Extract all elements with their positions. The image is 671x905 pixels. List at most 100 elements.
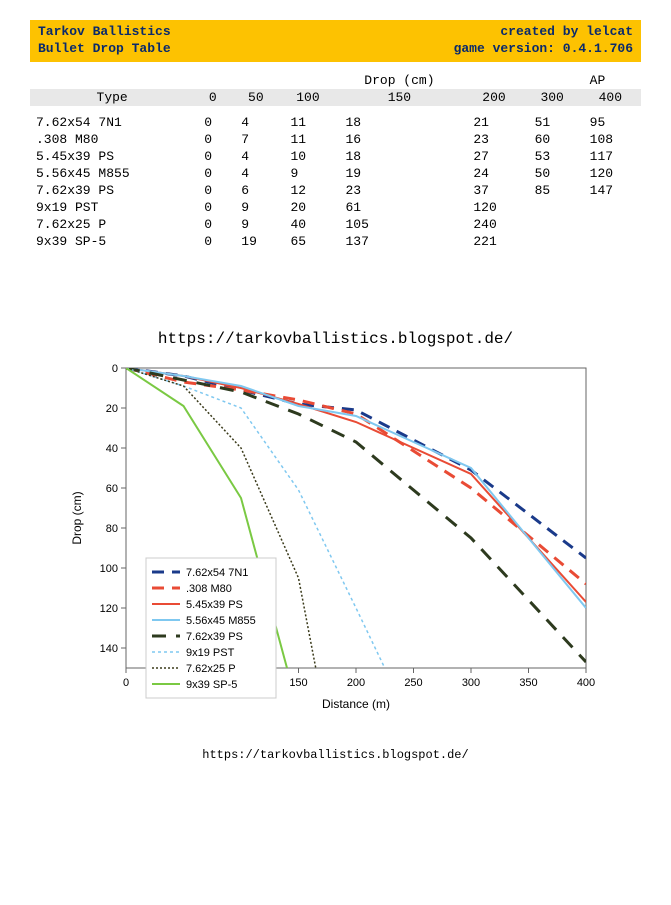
- col-type: Type: [30, 89, 194, 106]
- col-0: 0: [194, 89, 231, 106]
- table-row: 5.56x45 M855049192450120: [30, 165, 641, 182]
- header-subtitle: Bullet Drop Table: [38, 41, 171, 58]
- cell-value: 16: [335, 131, 463, 148]
- chart-legend: 7.62x54 7N1.308 M805.45x39 PS5.56x45 M85…: [146, 558, 276, 698]
- table-row: 5.45x39 PS0410182753117: [30, 148, 641, 165]
- cell-value: 24: [463, 165, 524, 182]
- cell-value: 10: [280, 148, 335, 165]
- cell-value: 50: [525, 165, 580, 182]
- header-version: game version: 0.4.1.706: [454, 41, 633, 58]
- svg-text:300: 300: [461, 677, 479, 689]
- cell-value: 65: [280, 233, 335, 250]
- svg-text:7.62x39 PS: 7.62x39 PS: [186, 631, 243, 643]
- col-200: 200: [463, 89, 524, 106]
- spacer-row: [30, 106, 641, 114]
- svg-text:9x19 PST: 9x19 PST: [186, 647, 235, 659]
- cell-value: 0: [194, 165, 231, 182]
- header-credit: created by lelcat: [500, 24, 633, 41]
- cell-value: 40: [280, 216, 335, 233]
- col-150: 150: [335, 89, 463, 106]
- cell-value: 137: [335, 233, 463, 250]
- svg-text:9x39 SP-5: 9x39 SP-5: [186, 679, 237, 691]
- cell-value: 4: [231, 165, 280, 182]
- svg-text:120: 120: [99, 603, 117, 615]
- table-row: 9x19 PST092061120: [30, 199, 641, 216]
- col-300: 300: [525, 89, 580, 106]
- svg-text:140: 140: [99, 643, 117, 655]
- header-row-2: Bullet Drop Table game version: 0.4.1.70…: [38, 41, 633, 58]
- cell-value: 23: [335, 182, 463, 199]
- table-group-header-row: Drop (cm) AP: [30, 72, 641, 89]
- footer-url: https://tarkovballistics.blogspot.de/: [30, 748, 641, 762]
- cell-value: 0: [194, 148, 231, 165]
- cell-value: [525, 199, 580, 216]
- cell-value: 120: [580, 165, 641, 182]
- cell-value: 9: [231, 216, 280, 233]
- cell-type: 5.56x45 M855: [30, 165, 194, 182]
- ap-header: AP: [580, 72, 641, 89]
- cell-value: 4: [231, 148, 280, 165]
- cell-type: 7.62x54 7N1: [30, 114, 194, 131]
- cell-value: 27: [463, 148, 524, 165]
- table-row: .308 M800711162360108: [30, 131, 641, 148]
- cell-value: 0: [194, 233, 231, 250]
- cell-value: 9: [231, 199, 280, 216]
- svg-text:5.45x39 PS: 5.45x39 PS: [186, 599, 243, 611]
- cell-type: 9x39 SP-5: [30, 233, 194, 250]
- series-line: [126, 368, 586, 558]
- cell-type: 7.62x39 PS: [30, 182, 194, 199]
- chart-url: https://tarkovballistics.blogspot.de/: [30, 330, 641, 348]
- cell-value: 120: [463, 199, 524, 216]
- col-400: 400: [580, 89, 641, 106]
- chart-section: https://tarkovballistics.blogspot.de/ 0 5…: [30, 330, 641, 718]
- cell-value: 11: [280, 114, 335, 131]
- cell-value: 18: [335, 148, 463, 165]
- cell-value: [525, 216, 580, 233]
- cell-value: 12: [280, 182, 335, 199]
- cell-value: [580, 233, 641, 250]
- cell-value: [580, 216, 641, 233]
- svg-text:40: 40: [105, 443, 117, 455]
- page: Tarkov Ballistics created by lelcat Bull…: [0, 0, 671, 905]
- col-100: 100: [280, 89, 335, 106]
- table-row: 9x39 SP-501965137221: [30, 233, 641, 250]
- cell-value: 7: [231, 131, 280, 148]
- cell-value: 20: [280, 199, 335, 216]
- cell-value: 60: [525, 131, 580, 148]
- table-row: 7.62x54 7N1041118215195: [30, 114, 641, 131]
- svg-text:350: 350: [519, 677, 537, 689]
- cell-value: 117: [580, 148, 641, 165]
- cell-value: 108: [580, 131, 641, 148]
- cell-value: 0: [194, 114, 231, 131]
- cell-value: 240: [463, 216, 524, 233]
- cell-value: 51: [525, 114, 580, 131]
- svg-text:5.56x45 M855: 5.56x45 M855: [186, 615, 256, 627]
- svg-text:400: 400: [576, 677, 594, 689]
- cell-value: 0: [194, 131, 231, 148]
- cell-value: 0: [194, 182, 231, 199]
- cell-value: 23: [463, 131, 524, 148]
- cell-value: 19: [335, 165, 463, 182]
- cell-value: 37: [463, 182, 524, 199]
- svg-text:200: 200: [346, 677, 364, 689]
- cell-value: 105: [335, 216, 463, 233]
- table-row: 7.62x25 P0940105240: [30, 216, 641, 233]
- cell-value: 147: [580, 182, 641, 199]
- table-header-row: Type 0 50 100 150 200 300 400: [30, 89, 641, 106]
- svg-text:7.62x54 7N1: 7.62x54 7N1: [186, 567, 248, 579]
- cell-value: 21: [463, 114, 524, 131]
- cell-value: [580, 199, 641, 216]
- header-row-1: Tarkov Ballistics created by lelcat: [38, 24, 633, 41]
- cell-type: 5.45x39 PS: [30, 148, 194, 165]
- svg-text:250: 250: [404, 677, 422, 689]
- svg-text:150: 150: [289, 677, 307, 689]
- cell-value: 53: [525, 148, 580, 165]
- series-line: [126, 368, 586, 584]
- svg-text:100: 100: [99, 563, 117, 575]
- svg-text:7.62x25 P: 7.62x25 P: [186, 663, 236, 675]
- cell-value: 9: [280, 165, 335, 182]
- cell-value: 18: [335, 114, 463, 131]
- cell-value: 85: [525, 182, 580, 199]
- drop-group-header: Drop (cm): [335, 72, 463, 89]
- svg-text:0: 0: [122, 677, 128, 689]
